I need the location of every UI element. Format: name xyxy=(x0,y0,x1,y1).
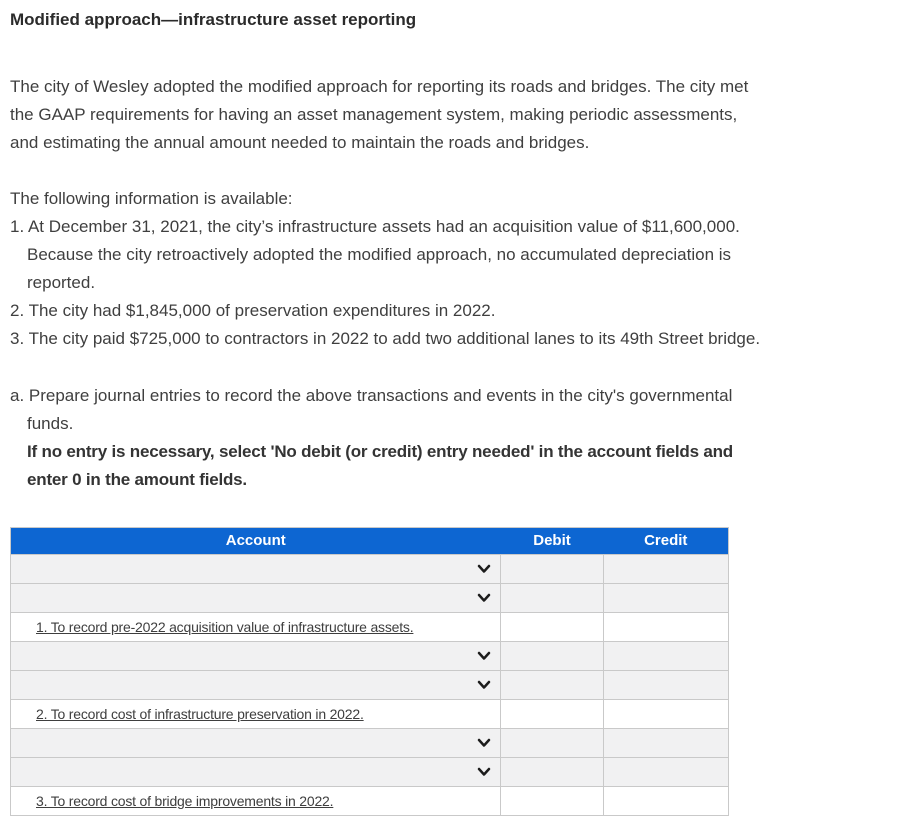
journal-table-wrap: Account Debit Credit 1. To record pre-20… xyxy=(10,527,903,816)
info-item-1: 1. At December 31, 2021, the city’s infr… xyxy=(10,217,740,292)
account-column-header: Account xyxy=(10,527,501,555)
account-select[interactable] xyxy=(10,757,501,787)
credit-input[interactable] xyxy=(603,728,729,758)
entry-description-cell: 2. To record cost of infrastructure pres… xyxy=(10,699,501,729)
info-section: The following information is available: … xyxy=(10,185,903,353)
debit-input[interactable] xyxy=(500,670,604,700)
account-select[interactable] xyxy=(10,641,501,671)
entry-description: 3. To record cost of bridge improvements… xyxy=(36,793,334,809)
debit-input[interactable] xyxy=(500,641,604,671)
description-row: 3. To record cost of bridge improvements… xyxy=(10,786,729,816)
entry-row xyxy=(10,728,729,758)
entry-row xyxy=(10,757,729,787)
requirement-paragraph: a. Prepare journal entries to record the… xyxy=(10,386,733,433)
description-row: 1. To record pre-2022 acquisition value … xyxy=(10,612,729,642)
credit-cell xyxy=(603,786,729,816)
credit-cell xyxy=(603,699,729,729)
chevron-down-icon xyxy=(477,767,491,777)
debit-cell xyxy=(500,786,604,816)
requirement-note: If no entry is necessary, select 'No deb… xyxy=(27,442,733,489)
debit-input[interactable] xyxy=(500,583,604,613)
debit-input[interactable] xyxy=(500,757,604,787)
debit-input[interactable] xyxy=(500,554,604,584)
debit-column-header: Debit xyxy=(500,527,604,555)
account-select[interactable] xyxy=(10,728,501,758)
info-heading: The following information is available: xyxy=(10,189,293,208)
intro-paragraph: The city of Wesley adopted the modified … xyxy=(10,77,749,152)
chevron-down-icon xyxy=(477,593,491,603)
credit-input[interactable] xyxy=(603,583,729,613)
credit-cell xyxy=(603,612,729,642)
description-row: 2. To record cost of infrastructure pres… xyxy=(10,699,729,729)
journal-table-body: 1. To record pre-2022 acquisition value … xyxy=(10,554,729,816)
entry-row xyxy=(10,670,729,700)
debit-cell xyxy=(500,612,604,642)
entry-row xyxy=(10,641,729,671)
chevron-down-icon xyxy=(477,738,491,748)
journal-entries-table: Account Debit Credit 1. To record pre-20… xyxy=(10,527,729,816)
entry-description: 1. To record pre-2022 acquisition value … xyxy=(36,619,414,635)
chevron-down-icon xyxy=(477,564,491,574)
info-item-3: 3. The city paid $725,000 to contractors… xyxy=(10,329,761,348)
entry-description: 2. To record cost of infrastructure pres… xyxy=(36,706,364,722)
entry-row xyxy=(10,583,729,613)
table-header-row: Account Debit Credit xyxy=(10,527,729,555)
credit-input[interactable] xyxy=(603,670,729,700)
entry-description-cell: 3. To record cost of bridge improvements… xyxy=(10,786,501,816)
chevron-down-icon xyxy=(477,651,491,661)
debit-cell xyxy=(500,699,604,729)
credit-input[interactable] xyxy=(603,554,729,584)
entry-row xyxy=(10,554,729,584)
account-select[interactable] xyxy=(10,670,501,700)
requirement-section: a. Prepare journal entries to record the… xyxy=(10,382,903,494)
account-select[interactable] xyxy=(10,583,501,613)
account-select[interactable] xyxy=(10,554,501,584)
entry-description-cell: 1. To record pre-2022 acquisition value … xyxy=(10,612,501,642)
credit-column-header: Credit xyxy=(603,527,729,555)
page-title: Modified approach—infrastructure asset r… xyxy=(10,10,417,29)
info-item-2: 2. The city had $1,845,000 of preservati… xyxy=(10,301,496,320)
chevron-down-icon xyxy=(477,680,491,690)
credit-input[interactable] xyxy=(603,641,729,671)
debit-input[interactable] xyxy=(500,728,604,758)
credit-input[interactable] xyxy=(603,757,729,787)
